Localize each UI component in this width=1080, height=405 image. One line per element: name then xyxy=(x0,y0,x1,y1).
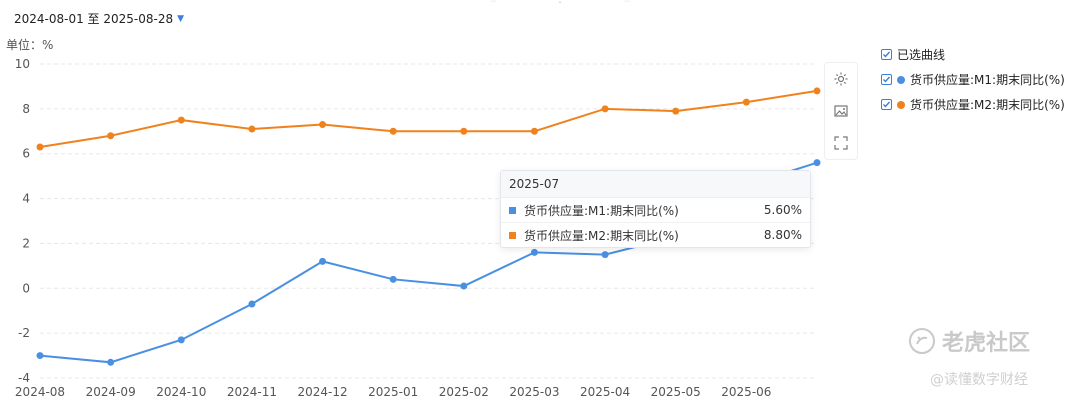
y-tick-label: 6 xyxy=(22,147,30,161)
y-tick-label: 2 xyxy=(22,236,30,250)
data-point[interactable] xyxy=(530,127,538,135)
data-point[interactable] xyxy=(813,159,821,167)
y-tick-label: 10 xyxy=(15,57,30,71)
x-tick-label: 2024-11 xyxy=(227,385,277,399)
tooltip-row: 货币供应量:M2:期末同比(%) 8.80% xyxy=(501,223,810,247)
legend-item-m2[interactable]: 货币供应量:M2:期末同比(%) xyxy=(881,92,1065,117)
watermark-handle: @读懂数字财经 xyxy=(930,372,1028,388)
checkbox-checked-icon[interactable] xyxy=(881,49,892,60)
data-point[interactable] xyxy=(813,87,821,95)
legend-select-all[interactable]: 已选曲线 xyxy=(881,42,1065,67)
tooltip-title: 2025-07 xyxy=(501,171,810,198)
date-range-text: 2024-08-01 至 2025-08-28 xyxy=(14,12,174,26)
data-point[interactable] xyxy=(107,132,115,140)
data-point[interactable] xyxy=(248,125,256,133)
legend-item-label: 货币供应量:M2:期末同比(%) xyxy=(910,98,1065,112)
legend: 已选曲线 货币供应量:M1:期末同比(%) 货币供应量:M2:期末同比(%) xyxy=(881,42,1065,117)
chart-toolbar xyxy=(824,62,858,160)
date-range-selector[interactable]: 2024-08-01 至 2025-08-28 ▼ xyxy=(14,10,184,27)
chart-tooltip: 2025-07 货币供应量:M1:期末同比(%) 5.60% 货币供应量:M2:… xyxy=(500,170,811,248)
legend-dot-icon xyxy=(897,75,905,84)
data-point[interactable] xyxy=(107,358,115,366)
x-tick-label: 2024-08 xyxy=(15,385,65,399)
x-tick-label: 2025-02 xyxy=(439,385,489,399)
tooltip-series-value: 8.80% xyxy=(763,228,802,242)
watermark-logo: 老虎社区 xyxy=(908,325,1030,357)
y-tick-label: 4 xyxy=(22,192,30,206)
expand-icon[interactable] xyxy=(832,134,850,152)
checkbox-checked-icon[interactable] xyxy=(881,99,892,110)
data-point[interactable] xyxy=(36,143,44,151)
series-line-2 xyxy=(39,89,818,148)
y-tick-label: 8 xyxy=(22,102,30,116)
x-tick-label: 2025-04 xyxy=(580,385,630,399)
data-point[interactable] xyxy=(601,105,609,113)
data-point[interactable] xyxy=(248,300,256,308)
data-point[interactable] xyxy=(601,251,609,259)
x-tick-label: 2025-05 xyxy=(651,385,701,399)
data-point[interactable] xyxy=(177,336,185,344)
data-point[interactable] xyxy=(36,352,44,360)
watermark-brand: 老虎社区 xyxy=(942,331,1031,356)
legend-dot-icon xyxy=(897,100,905,109)
tiger-logo-icon xyxy=(909,328,935,354)
y-tick-label: -2 xyxy=(18,326,30,340)
y-tick-label: -4 xyxy=(18,371,30,385)
series-square-icon xyxy=(509,206,516,214)
legend-item-label: 货币供应量:M1:期末同比(%) xyxy=(910,73,1065,87)
legend-item-m1[interactable]: 货币供应量:M1:期末同比(%) xyxy=(881,67,1065,92)
data-point[interactable] xyxy=(319,257,327,265)
data-point[interactable] xyxy=(460,282,468,290)
data-point[interactable] xyxy=(319,121,327,129)
data-point[interactable] xyxy=(389,275,397,283)
unit-label: 单位：% xyxy=(6,38,54,52)
x-tick-label: 2025-03 xyxy=(509,385,559,399)
x-tick-label: 2024-10 xyxy=(156,385,206,399)
tooltip-series-value: 5.60% xyxy=(763,203,802,217)
gear-icon[interactable] xyxy=(832,70,850,88)
x-tick-label: 2024-09 xyxy=(86,385,136,399)
data-point[interactable] xyxy=(530,248,538,256)
data-point[interactable] xyxy=(742,98,750,106)
tooltip-series-name: 货币供应量:M1:期末同比(%) xyxy=(524,203,679,218)
x-tick-label: 2025-01 xyxy=(368,385,418,399)
y-tick-label: 0 xyxy=(22,281,30,295)
top-resize-handle[interactable]: ⋯ ⌄ ⋯ xyxy=(490,0,630,5)
tooltip-series-name: 货币供应量:M2:期末同比(%) xyxy=(524,228,679,243)
data-point[interactable] xyxy=(672,107,680,115)
series-square-icon xyxy=(509,231,516,239)
caret-down-icon: ▼ xyxy=(177,13,185,24)
image-icon[interactable] xyxy=(832,102,850,120)
checkbox-checked-icon[interactable] xyxy=(881,74,892,85)
tooltip-row: 货币供应量:M1:期末同比(%) 5.60% xyxy=(501,198,810,223)
data-point[interactable] xyxy=(177,116,185,124)
x-tick-label: 2024-12 xyxy=(297,385,347,399)
data-point[interactable] xyxy=(460,127,468,135)
legend-select-all-label: 已选曲线 xyxy=(897,48,946,62)
data-point[interactable] xyxy=(389,127,397,135)
x-tick-label: 2025-06 xyxy=(721,385,771,399)
